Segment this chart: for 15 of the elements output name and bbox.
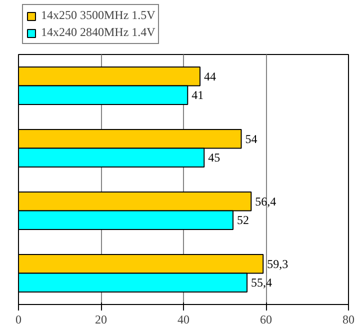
x-tick-label: 0 <box>16 312 22 326</box>
data-label: 52 <box>237 213 249 228</box>
x-tick-label: 80 <box>342 312 354 326</box>
x-tick-label: 20 <box>95 312 107 326</box>
x-tick-label: 60 <box>260 312 272 326</box>
x-tick-label: 40 <box>178 312 190 326</box>
data-label: 45 <box>208 150 220 165</box>
data-label: 44 <box>204 69 216 84</box>
data-label: 59,3 <box>267 256 288 271</box>
legend-label: 14x240 2840MHz 1.4V <box>41 25 156 40</box>
legend-label: 14x250 3500MHz 1.5V <box>41 8 156 23</box>
data-label: 55,4 <box>251 276 272 290</box>
data-label: 56,4 <box>255 194 276 208</box>
data-label: 54 <box>245 132 258 146</box>
data-label: 41 <box>192 88 204 102</box>
